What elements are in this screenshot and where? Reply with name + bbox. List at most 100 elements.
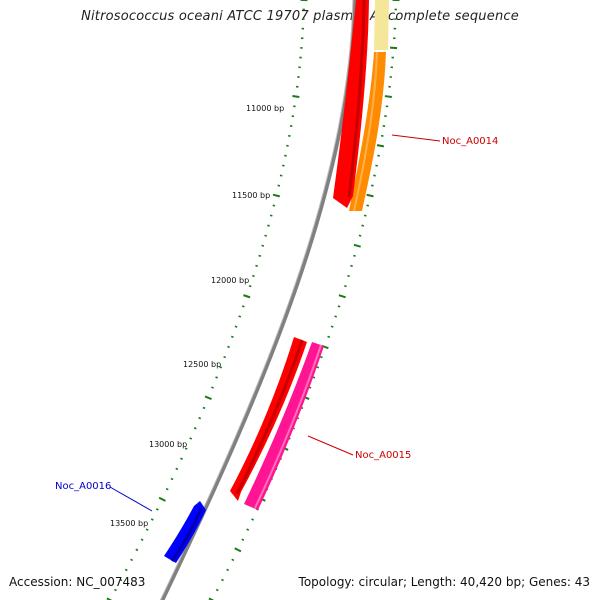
- outer-track-minor-tick: [320, 355, 323, 359]
- scale-label-13000: 13000 bp: [149, 440, 187, 449]
- inner-scale-minor-tick: [223, 355, 227, 359]
- gene-arrow-noc-a0016-shade: [170, 508, 203, 562]
- inner-scale-minor-tick: [170, 477, 174, 481]
- outer-track-major-tick: [338, 294, 346, 299]
- inner-scale-minor-tick: [155, 508, 159, 511]
- gene-label-noc-a0015[interactable]: Noc_A0015: [355, 450, 411, 461]
- gene-arrow-noc-a0014-shade: [347, 0, 366, 198]
- inner-scale-minor-tick: [189, 437, 193, 440]
- inner-scale-minor-tick: [198, 416, 202, 420]
- inner-scale-minor-tick: [119, 578, 123, 582]
- inner-scale-minor-tick: [230, 335, 234, 338]
- outer-track-minor-tick: [350, 264, 353, 268]
- plasmid-backbone-highlight: [159, 0, 354, 600]
- inner-scale-minor-tick: [211, 386, 214, 389]
- outer-track-minor-tick: [337, 305, 341, 308]
- outer-track-minor-tick: [363, 214, 367, 217]
- outer-track-minor-tick: [334, 315, 338, 318]
- outer-track-major-tick: [234, 547, 242, 553]
- outer-track-major-tick: [353, 243, 361, 248]
- outer-track-minor-tick: [358, 234, 362, 237]
- map-title: Nitrosococcus oceani ATCC 19707 plasmid …: [81, 9, 519, 24]
- inner-scale-minor-tick: [130, 558, 134, 562]
- gene-arrow-noc-a0015-shade: [235, 339, 304, 495]
- inner-scale-minor-tick: [227, 345, 230, 349]
- outer-track-minor-tick: [344, 285, 347, 288]
- outer-track-minor-tick: [361, 224, 365, 227]
- scale-label-12500: 12500 bp: [183, 360, 221, 369]
- inner-scale-minor-tick: [219, 366, 223, 369]
- inner-scale-minor-tick: [180, 457, 183, 460]
- inner-scale-minor-tick: [264, 234, 268, 237]
- inner-scale-minor-tick: [279, 174, 283, 177]
- inner-scale-minor-tick: [238, 315, 242, 318]
- outer-track-minor-tick: [226, 568, 230, 572]
- outer-track-major-tick: [208, 597, 215, 600]
- inner-scale-major-tick: [243, 294, 251, 299]
- leader-noc-a0016: [109, 486, 153, 512]
- scale-label-12000: 12000 bp: [211, 276, 249, 285]
- outer-track-minor-tick: [353, 254, 356, 257]
- inner-scale-minor-tick: [248, 284, 252, 288]
- orange-feature-arc[interactable]: [349, 52, 386, 211]
- outer-track-minor-tick: [316, 366, 320, 369]
- inner-scale-minor-tick: [184, 447, 188, 450]
- inner-scale-minor-tick: [272, 204, 276, 207]
- accession-label: Accession: NC_007483: [9, 575, 146, 589]
- inner-scale-major-tick: [204, 395, 212, 401]
- inner-scale-major-tick: [106, 597, 113, 600]
- inner-scale-minor-tick: [277, 184, 281, 187]
- outer-track-minor-tick: [366, 204, 370, 207]
- inner-scale-minor-tick: [258, 254, 262, 257]
- inner-scale-minor-tick: [252, 274, 255, 278]
- outer-track-minor-tick: [330, 325, 334, 328]
- outer-track-minor-tick: [215, 588, 219, 592]
- inner-scale-minor-tick: [241, 305, 245, 308]
- inner-scale-major-tick: [292, 95, 300, 99]
- inner-scale-minor-tick: [215, 376, 219, 379]
- pink-feature-edge: [254, 344, 322, 509]
- gene-label-noc-a0016[interactable]: Noc_A0016: [55, 481, 111, 492]
- outer-track-major-tick: [384, 95, 392, 98]
- inner-scale-minor-tick: [175, 467, 179, 471]
- inner-scale-minor-tick: [202, 406, 206, 410]
- scale-label-11000: 11000 bp: [246, 104, 284, 113]
- outer-track-major-tick: [376, 144, 385, 148]
- inner-scale-minor-tick: [135, 548, 139, 552]
- inner-scale-minor-tick: [193, 427, 197, 430]
- inner-scale-minor-tick: [255, 264, 259, 268]
- gene-arrow-noc-a0016[interactable]: [164, 501, 206, 563]
- outer-track-minor-tick: [327, 335, 331, 338]
- gene-label-noc-a0014[interactable]: Noc_A0014: [442, 136, 498, 147]
- inner-scale-minor-tick: [114, 588, 117, 592]
- inner-scale-minor-tick: [261, 244, 265, 247]
- gene-arrow-noc-a0014[interactable]: [333, 0, 369, 208]
- inner-scale-minor-tick: [145, 528, 149, 531]
- inner-scale-minor-tick: [269, 214, 273, 217]
- outer-track-minor-tick: [221, 578, 224, 582]
- pale-feature-arc[interactable]: [374, 0, 389, 50]
- inner-scale-minor-tick: [234, 325, 238, 328]
- scale-label-11500: 11500 bp: [232, 191, 270, 200]
- inner-scale-minor-tick: [150, 518, 154, 521]
- pink-feature-arc[interactable]: [244, 342, 324, 510]
- scale-label-13500: 13500 bp: [110, 519, 148, 528]
- inner-scale-major-tick: [158, 496, 166, 502]
- inner-scale-minor-tick: [165, 487, 169, 491]
- topology-summary: Topology: circular; Length: 40,420 bp; G…: [298, 575, 590, 589]
- inner-scale-track: [106, 0, 308, 600]
- leader-noc-a0015: [307, 435, 354, 456]
- outer-track-major-tick: [366, 193, 374, 198]
- inner-scale-minor-tick: [140, 538, 144, 541]
- inner-scale-minor-tick: [282, 164, 285, 167]
- outer-track-major-tick: [389, 46, 398, 50]
- outer-track-minor-tick: [371, 184, 374, 187]
- inner-scale-major-tick: [272, 193, 281, 198]
- outer-track-minor-tick: [246, 528, 250, 531]
- outer-gene-track: [208, 0, 400, 600]
- outer-track-minor-tick: [251, 518, 255, 521]
- outer-track-minor-tick: [347, 274, 350, 278]
- leader-noc-a0014: [391, 134, 441, 142]
- inner-scale-minor-tick: [267, 224, 270, 227]
